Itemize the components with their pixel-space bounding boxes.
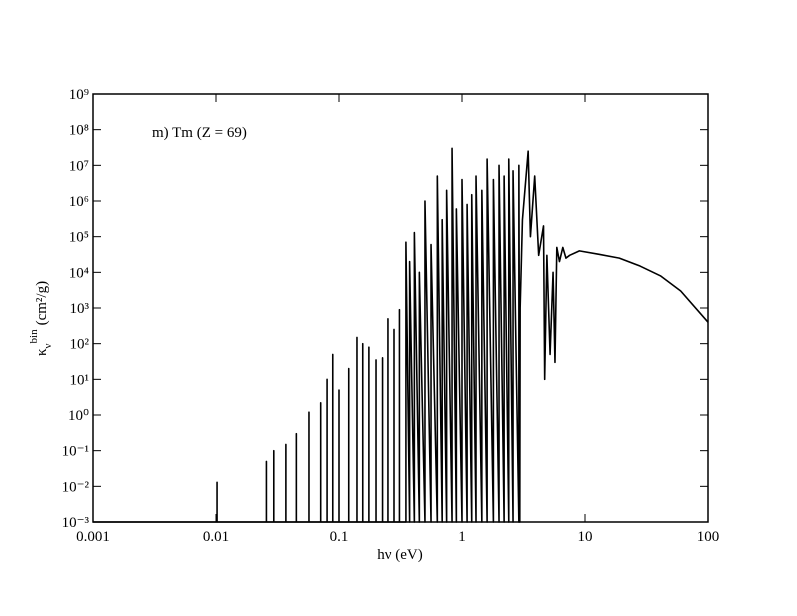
y-tick-label: 10⁻³ (62, 515, 90, 531)
y-tick-label: 10⁷ (69, 158, 89, 174)
y-tick-label: 10⁸ (69, 123, 89, 139)
annotation: m) Tm (Z = 69) (152, 125, 247, 141)
y-tick-label: 10⁶ (69, 194, 89, 210)
x-tick-label: 100 (697, 529, 720, 545)
y-tick-label: 10⁹ (69, 87, 89, 103)
plot-frame (92, 93, 709, 523)
y-tick-label: 10⁻² (62, 479, 90, 495)
y-tick-label: 10¹ (70, 372, 90, 388)
y-label-unit: (cm²/g) (34, 281, 50, 325)
x-axis-label: hν (eV) (377, 547, 423, 563)
y-tick-label: 10⁻¹ (62, 444, 89, 460)
x-tick-label: 0.01 (203, 529, 229, 545)
y-label-superscript: bin (28, 329, 40, 344)
spectrum-line (93, 147, 709, 523)
x-tick-label: 10 (578, 529, 593, 545)
x-tick-label: 0.1 (330, 529, 349, 545)
x-tick-label: 1 (458, 529, 466, 545)
y-axis-label: κνbin (cm²/g) (28, 281, 54, 356)
y-tick-label: 10² (70, 337, 90, 353)
y-tick-label: 10⁰ (68, 408, 89, 424)
x-tick-label: 0.001 (76, 529, 110, 545)
y-label-subscript: ν (42, 343, 54, 348)
y-tick-label: 10³ (70, 301, 90, 317)
y-tick-label: 10⁴ (69, 265, 89, 281)
y-label-symbol: κ (34, 348, 50, 356)
y-tick-label: 10⁵ (69, 230, 89, 246)
